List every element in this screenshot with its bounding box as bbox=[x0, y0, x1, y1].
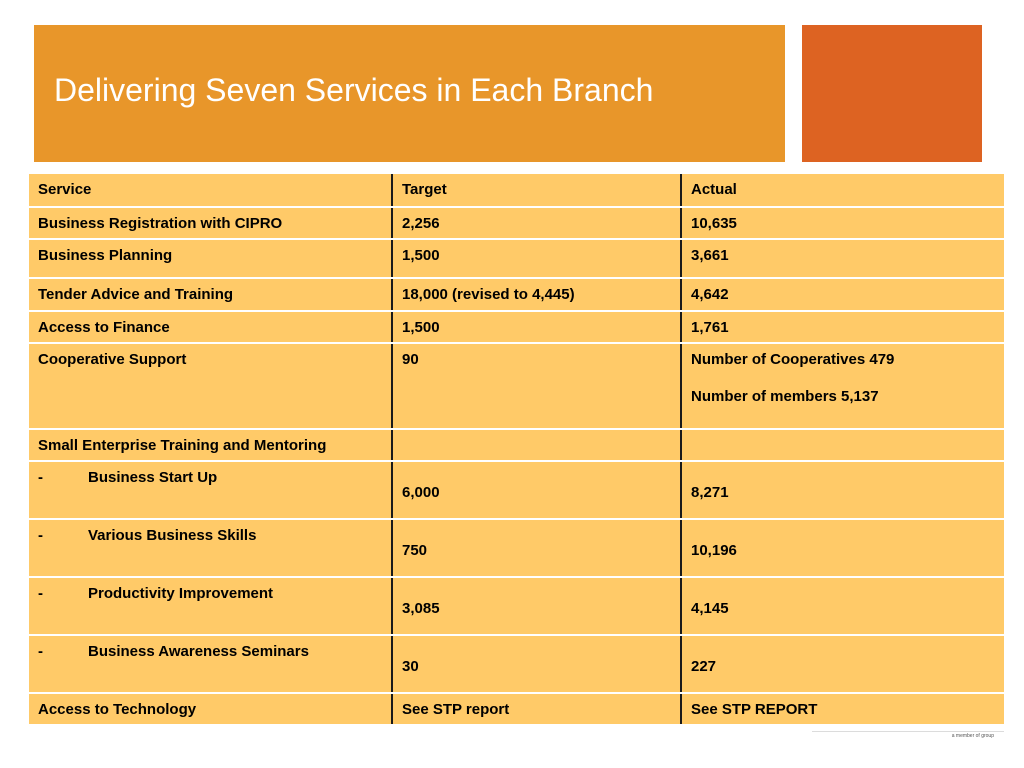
cell-target: 2,256 bbox=[392, 207, 682, 240]
table-row: Business Planning 1,500 3,661 bbox=[29, 239, 1004, 279]
header-service: Service bbox=[29, 174, 393, 208]
cell-service: - Various Business Skills bbox=[29, 519, 393, 578]
header-actual: Actual bbox=[681, 174, 1004, 208]
cell-actual: 8,271 bbox=[681, 461, 1004, 520]
table-header-row: Service Target Actual bbox=[29, 174, 1004, 208]
accent-square bbox=[802, 25, 982, 162]
cell-actual: Number of Cooperatives 479 Number of mem… bbox=[681, 343, 1004, 430]
actual-members: Number of members 5,137 bbox=[691, 388, 879, 405]
cell-target: 18,000 (revised to 4,445) bbox=[392, 278, 682, 312]
cell-target: See STP report bbox=[392, 693, 682, 726]
cell-service: - Business Awareness Seminars bbox=[29, 635, 393, 694]
cell-service: Business Planning bbox=[29, 239, 393, 279]
table-row: - Business Start Up 6,000 8,271 bbox=[29, 461, 1004, 520]
services-table: Service Target Actual Business Registrat… bbox=[29, 174, 1004, 726]
cell-target: 1,500 bbox=[392, 239, 682, 279]
cell-target: 6,000 bbox=[392, 461, 682, 520]
actual-cooperatives: Number of Cooperatives 479 bbox=[691, 351, 895, 368]
cell-actual: 3,661 bbox=[681, 239, 1004, 279]
bullet-marker: - bbox=[38, 527, 43, 544]
cell-actual bbox=[681, 429, 1004, 462]
cell-target: 30 bbox=[392, 635, 682, 694]
table-row: Business Registration with CIPRO 2,256 1… bbox=[29, 207, 1004, 240]
table-row: - Business Awareness Seminars 30 227 bbox=[29, 635, 1004, 694]
bullet-marker: - bbox=[38, 469, 43, 486]
footer-suffix: group bbox=[981, 733, 994, 739]
table-row: Small Enterprise Training and Mentoring bbox=[29, 429, 1004, 462]
cell-target: 90 bbox=[392, 343, 682, 430]
table-row: - Various Business Skills 750 10,196 bbox=[29, 519, 1004, 578]
title-banner bbox=[34, 25, 785, 162]
cell-target: 1,500 bbox=[392, 311, 682, 344]
table-row: Cooperative Support 90 Number of Coopera… bbox=[29, 343, 1004, 430]
table-row: Tender Advice and Training 18,000 (revis… bbox=[29, 278, 1004, 312]
footer-prefix: a member of bbox=[951, 733, 980, 739]
footer-note: a member of group bbox=[952, 733, 994, 739]
table-row: - Productivity Improvement 3,085 4,145 bbox=[29, 577, 1004, 636]
cell-service: Tender Advice and Training bbox=[29, 278, 393, 312]
cell-service: - Business Start Up bbox=[29, 461, 393, 520]
sub-service-label: Business Awareness Seminars bbox=[88, 643, 309, 660]
table-row: Access to Technology See STP report See … bbox=[29, 693, 1004, 726]
cell-actual: 227 bbox=[681, 635, 1004, 694]
cell-actual: 1,761 bbox=[681, 311, 1004, 344]
cell-service: Small Enterprise Training and Mentoring bbox=[29, 429, 393, 462]
cell-target: 3,085 bbox=[392, 577, 682, 636]
header-target: Target bbox=[392, 174, 682, 208]
bullet-marker: - bbox=[38, 643, 43, 660]
cell-service: Business Registration with CIPRO bbox=[29, 207, 393, 240]
cell-target: 750 bbox=[392, 519, 682, 578]
cell-service: Access to Technology bbox=[29, 693, 393, 726]
cell-actual: 10,635 bbox=[681, 207, 1004, 240]
slide-title: Delivering Seven Services in Each Branch bbox=[54, 72, 654, 108]
cell-actual: See STP REPORT bbox=[681, 693, 1004, 726]
cell-actual: 10,196 bbox=[681, 519, 1004, 578]
table-row: Access to Finance 1,500 1,761 bbox=[29, 311, 1004, 344]
sub-service-label: Productivity Improvement bbox=[88, 585, 274, 602]
footer-divider bbox=[812, 731, 1004, 732]
sub-service-label: Various Business Skills bbox=[88, 527, 257, 544]
cell-service: - Productivity Improvement bbox=[29, 577, 393, 636]
cell-actual: 4,145 bbox=[681, 577, 1004, 636]
cell-service: Cooperative Support bbox=[29, 343, 393, 430]
cell-target bbox=[392, 429, 682, 462]
cell-actual: 4,642 bbox=[681, 278, 1004, 312]
sub-service-label: Business Start Up bbox=[88, 469, 218, 486]
bullet-marker: - bbox=[38, 585, 43, 602]
cell-service: Access to Finance bbox=[29, 311, 393, 344]
